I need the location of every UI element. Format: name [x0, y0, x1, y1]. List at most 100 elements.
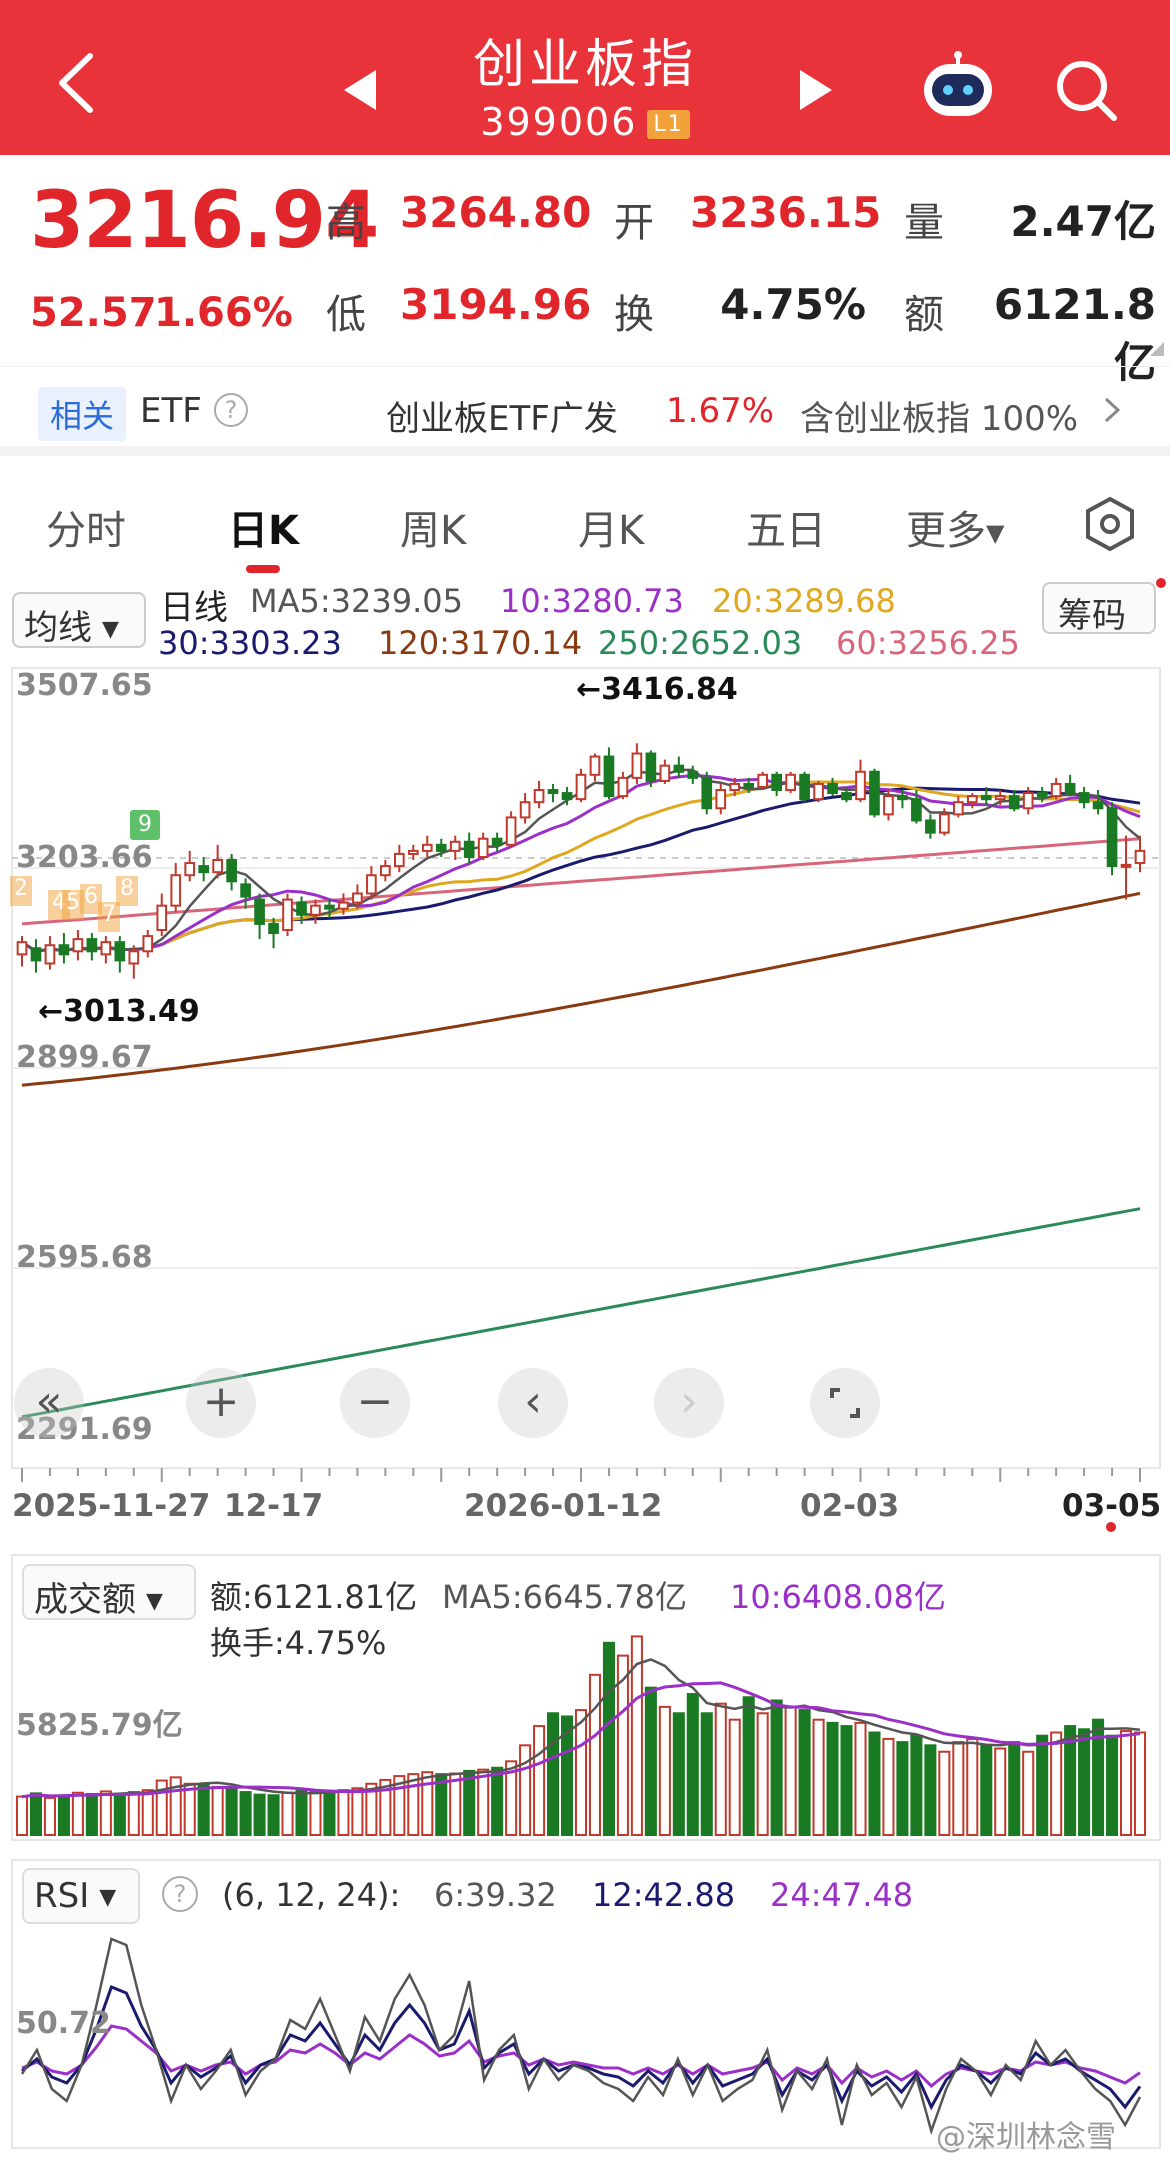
volume-bar — [505, 1760, 518, 1836]
tab-daily-k[interactable]: 日K — [228, 508, 299, 554]
back-icon[interactable] — [48, 48, 108, 118]
volume-bar — [113, 1793, 126, 1836]
volume-bar — [756, 1712, 769, 1836]
ma-selector[interactable]: 均线 ▼ — [12, 592, 146, 648]
volume-bar — [896, 1741, 909, 1836]
candle-body — [393, 852, 405, 868]
volume-bar — [533, 1725, 546, 1836]
y-label-bottom: 2291.69 — [16, 1412, 153, 1447]
settings-hexagon-icon[interactable] — [1082, 496, 1138, 552]
zoom-in-icon[interactable]: + — [186, 1368, 256, 1438]
candle-body — [631, 752, 643, 779]
y-label-3: 2899.67 — [16, 1040, 153, 1075]
candle-body — [911, 798, 922, 822]
rsi6-line — [20, 1937, 1142, 2136]
turnover-label: 换 — [614, 292, 654, 338]
scroll-left-icon[interactable]: ‹ — [498, 1368, 568, 1438]
amount-value: 6121.8亿 — [993, 280, 1156, 387]
volume-bar — [1036, 1734, 1049, 1836]
tab-five-day[interactable]: 五日 — [746, 508, 826, 554]
volume-bar — [798, 1709, 811, 1836]
prev-index-icon[interactable] — [340, 68, 380, 112]
rsi-selector[interactable]: RSI ▼ — [22, 1868, 140, 1924]
search-icon[interactable] — [1052, 56, 1120, 124]
rsi-selector-label: RSI — [34, 1876, 90, 1916]
volume-selector-label: 成交额 — [34, 1580, 136, 1620]
volume-selector[interactable]: 成交额 ▼ — [22, 1564, 196, 1620]
candle-body — [505, 816, 517, 846]
volume-bar — [71, 1791, 84, 1836]
rsi-help-icon[interactable]: ? — [162, 1876, 198, 1912]
help-icon[interactable]: ? — [214, 393, 248, 427]
candle-body — [100, 941, 112, 956]
candle-body — [1092, 801, 1104, 810]
rsi12-value: 12:42.88 — [592, 1876, 736, 1914]
candle-body — [617, 776, 629, 798]
candle-body — [296, 901, 307, 916]
robot-assistant-icon[interactable] — [918, 50, 998, 122]
high-value: 3264.80 — [400, 188, 592, 237]
volume-bar — [29, 1792, 43, 1836]
fullscreen-icon[interactable] — [810, 1368, 880, 1438]
candle-body — [352, 892, 363, 904]
candle-body — [491, 837, 503, 846]
candle-body — [659, 764, 671, 782]
collapse-left-icon[interactable]: « — [14, 1368, 84, 1438]
price-change-pct: 1.66% — [154, 290, 293, 336]
tab-intraday[interactable]: 分时 — [46, 508, 126, 554]
index-code: 399006 L1 — [0, 100, 1170, 144]
volume-bar — [1050, 1731, 1063, 1836]
volume-bar — [85, 1793, 98, 1836]
volume-bar — [1133, 1731, 1147, 1836]
volume-bar — [253, 1793, 266, 1836]
signal-marker-8: 8 — [116, 876, 138, 906]
volume-bar — [560, 1715, 574, 1836]
high-label: 高 — [326, 200, 366, 246]
related-etf-bar[interactable]: 相关 ETF ? 创业板ETF广发 1.67% 含创业板指 100% — [0, 366, 1170, 456]
scroll-right-icon[interactable]: › — [654, 1368, 724, 1438]
volume-bar — [239, 1791, 252, 1836]
candle-body — [1134, 849, 1146, 865]
next-index-icon[interactable] — [796, 68, 836, 112]
volume-bar — [1092, 1718, 1105, 1836]
expand-corner-icon[interactable] — [1150, 342, 1164, 356]
ma60-value: 60:3256.25 — [836, 624, 1020, 662]
zoom-out-icon[interactable]: − — [340, 1368, 410, 1438]
volume-bar — [267, 1794, 280, 1836]
candle-body — [869, 770, 880, 816]
tab-monthly-k[interactable]: 月K — [578, 508, 645, 554]
volume-bar — [141, 1789, 154, 1836]
related-tag: 相关 — [38, 387, 127, 441]
tab-weekly-k[interactable]: 周K — [400, 508, 467, 554]
candle-body — [114, 941, 126, 962]
x-label-1: 12-17 — [224, 1488, 324, 1524]
candle-body — [449, 840, 461, 852]
candle-body — [226, 859, 237, 883]
ma10-value: 10:3280.73 — [500, 582, 684, 620]
candle-body — [421, 843, 433, 852]
chevron-right-icon[interactable] — [1100, 395, 1126, 425]
volume-bar — [1078, 1728, 1091, 1836]
volume-bar — [295, 1789, 308, 1836]
volume-bar — [574, 1709, 588, 1836]
volume-bar — [365, 1782, 378, 1836]
candle-body — [58, 944, 70, 956]
volume-bar — [421, 1771, 434, 1836]
turnover-value: 4.75% — [720, 280, 866, 329]
candle-body — [673, 764, 685, 773]
volume-bar — [924, 1744, 937, 1836]
candle-body — [952, 801, 964, 816]
candle-body — [827, 782, 838, 795]
volume-bar — [15, 1795, 29, 1836]
candle-body — [1050, 782, 1062, 798]
chip-distribution-button[interactable]: 筹码 — [1042, 582, 1156, 636]
volume-bar — [910, 1734, 923, 1836]
candle-body — [757, 773, 769, 788]
ma5-value: MA5:3239.05 — [250, 582, 463, 620]
rsi-frame — [11, 1859, 1161, 2149]
tab-more[interactable]: 更多▼ — [906, 498, 1004, 556]
signal-marker-7: 7 — [98, 902, 120, 932]
candle-body — [338, 901, 349, 910]
candle-body — [380, 865, 391, 877]
